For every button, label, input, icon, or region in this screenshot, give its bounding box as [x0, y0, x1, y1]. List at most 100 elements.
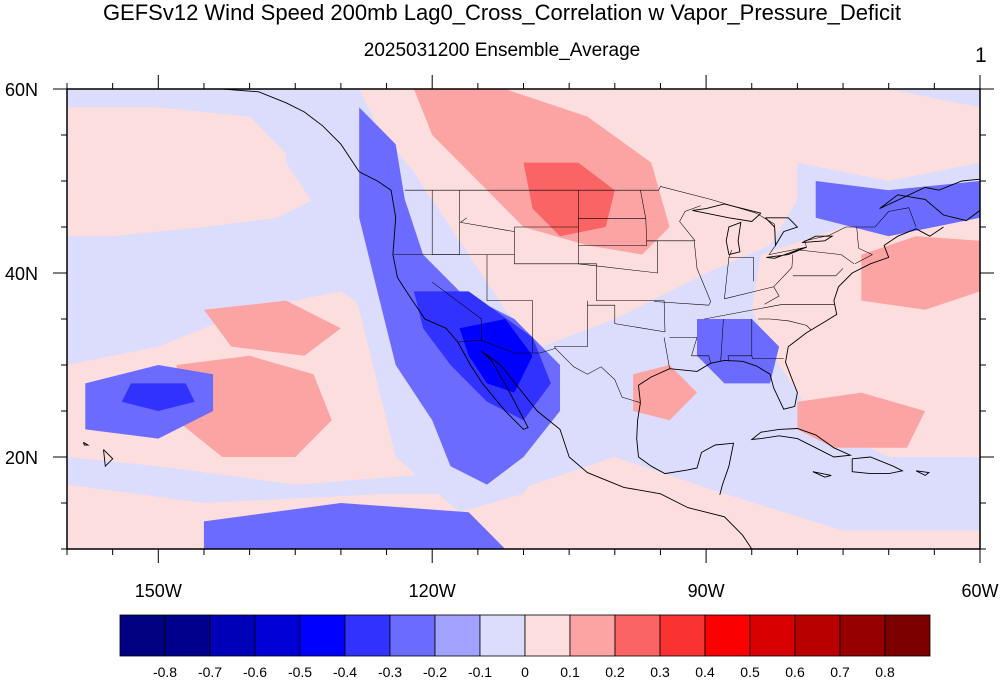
lat-tick-label: 60N: [5, 80, 38, 100]
colorbar-swatch: [704, 614, 751, 657]
contour-region-canada-light-red: [751, 89, 980, 181]
sub-title: 2025031200 Ensemble_Average: [363, 40, 641, 61]
colorbar-level-label: 0: [521, 664, 529, 680]
colorbar-level-label: 0.5: [740, 664, 760, 680]
coastline-5: [725, 221, 742, 256]
lon-tick-label: 90W: [688, 581, 725, 601]
political-border-20: [727, 319, 753, 362]
colorbar-level-label: -0.4: [333, 664, 357, 680]
lon-tick-label: 120W: [409, 581, 456, 601]
political-border-15: [646, 240, 712, 306]
coastline-3: [222, 89, 392, 191]
political-border-22: [704, 304, 835, 320]
colorbar-swatch: [299, 614, 346, 657]
contour-region-caribbean-red: [797, 392, 926, 448]
coastline-0: [390, 190, 753, 549]
political-border-5: [486, 254, 533, 353]
contour-region-atlantic-band-red: [861, 236, 980, 310]
coastline-2: [636, 402, 735, 495]
colorbar-level-label: -0.5: [288, 664, 312, 680]
political-border-21: [751, 355, 784, 359]
colorbar-swatch: [569, 614, 616, 657]
contour-region-east-pacific-light-red: [67, 107, 314, 237]
colorbar-swatch: [119, 614, 166, 657]
panel-number: 1: [975, 44, 987, 67]
colorbar-level-label: 0.7: [830, 664, 850, 680]
political-border-19: [720, 318, 724, 362]
political-border-28: [854, 226, 873, 265]
contour-region-hawaii-core-blue: [121, 383, 195, 411]
colorbar-level-label: 0.3: [650, 664, 670, 680]
political-border-30: [728, 249, 732, 258]
colorbar-level-label: -0.1: [468, 664, 492, 680]
colorbar-swatch: [659, 614, 706, 657]
colorbar-level-label: -0.7: [198, 664, 222, 680]
contour-regions: [67, 89, 980, 549]
political-border-31: [764, 286, 780, 305]
political-border-9: [578, 263, 666, 332]
coastline-14: [82, 441, 90, 446]
contour-region-arizona-core-blue: [459, 319, 533, 393]
contour-region-montana-core-red: [523, 162, 615, 237]
colorbar-swatch: [164, 614, 211, 657]
colorbar-swatch: [434, 614, 481, 657]
political-border-26: [792, 268, 844, 277]
political-border-7: [459, 217, 515, 232]
political-border-13: [587, 304, 666, 333]
colorbar-swatch: [389, 614, 436, 657]
coastline-1: [638, 226, 944, 410]
political-border-0: [404, 186, 917, 256]
coastline-13: [103, 449, 114, 468]
political-border-24: [724, 257, 754, 299]
colorbar-level-label: -0.2: [423, 664, 447, 680]
political-border-4: [432, 281, 482, 341]
coastline-10: [851, 456, 904, 475]
political-border-1: [458, 339, 641, 403]
political-border-16: [663, 337, 670, 369]
political-border-29: [679, 205, 701, 241]
colorbar: -0.8 -0.7 -0.6 -0.5 -0.4 -0.3 -0.2 -0.1 0 0.1 0.2 0…: [119, 614, 931, 680]
axis-ticks: [53, 75, 994, 563]
political-border-11: [578, 190, 648, 246]
colorbar-swatch: [884, 614, 931, 657]
political-border-27: [799, 249, 855, 265]
contour-region-tropics-blue: [203, 503, 506, 549]
colorbar-swatch: [614, 614, 661, 657]
colorbar-swatch: [524, 614, 571, 657]
coastline-11: [812, 471, 832, 478]
contour-region-northeast-blue: [815, 181, 980, 237]
colorbar-level-label: 0.2: [605, 664, 625, 680]
colorbar-swatch: [749, 614, 796, 657]
lat-tick-label: 20N: [5, 448, 38, 468]
axis-tick-labels: 150W 120W 90W 60W 20N 40N 60N: [5, 80, 999, 601]
coastline-9: [750, 428, 853, 458]
colorbar-swatch: [794, 614, 841, 657]
contour-fill-layer: [67, 89, 980, 549]
colorbar-level-label: 0.6: [785, 664, 805, 680]
main-title: GEFSv12 Wind Speed 200mb Lag0_Cross_Corr…: [102, 0, 902, 25]
coastline-15: [879, 178, 980, 222]
coastline-8: [801, 235, 834, 244]
colorbar-swatch: [254, 614, 301, 657]
colorbar-level-label: -0.3: [378, 664, 402, 680]
political-border-23: [758, 318, 812, 331]
colorbar-swatch: [479, 614, 526, 657]
coastline-12: [915, 470, 931, 476]
colorbar-level-label: 0.4: [695, 664, 715, 680]
coastline-layer: [82, 89, 980, 549]
colorbar-swatch: [344, 614, 391, 657]
political-border-18: [691, 337, 711, 364]
colorbar-swatch: [839, 614, 886, 657]
lon-tick-label: 150W: [135, 581, 182, 601]
colorbar-level-label: 0.8: [875, 664, 895, 680]
lon-tick-label: 60W: [961, 581, 998, 601]
political-border-12: [554, 300, 588, 349]
colorbar-level-label: -0.6: [243, 664, 267, 680]
coastline-7: [766, 246, 807, 259]
colorbar-swatch: [209, 614, 256, 657]
contour-region-mid-pacific-red: [203, 300, 341, 356]
political-border-25: [724, 254, 794, 300]
colorbar-level-label: -0.8: [153, 664, 177, 680]
contour-region-hawaii-region-red: [176, 355, 332, 457]
